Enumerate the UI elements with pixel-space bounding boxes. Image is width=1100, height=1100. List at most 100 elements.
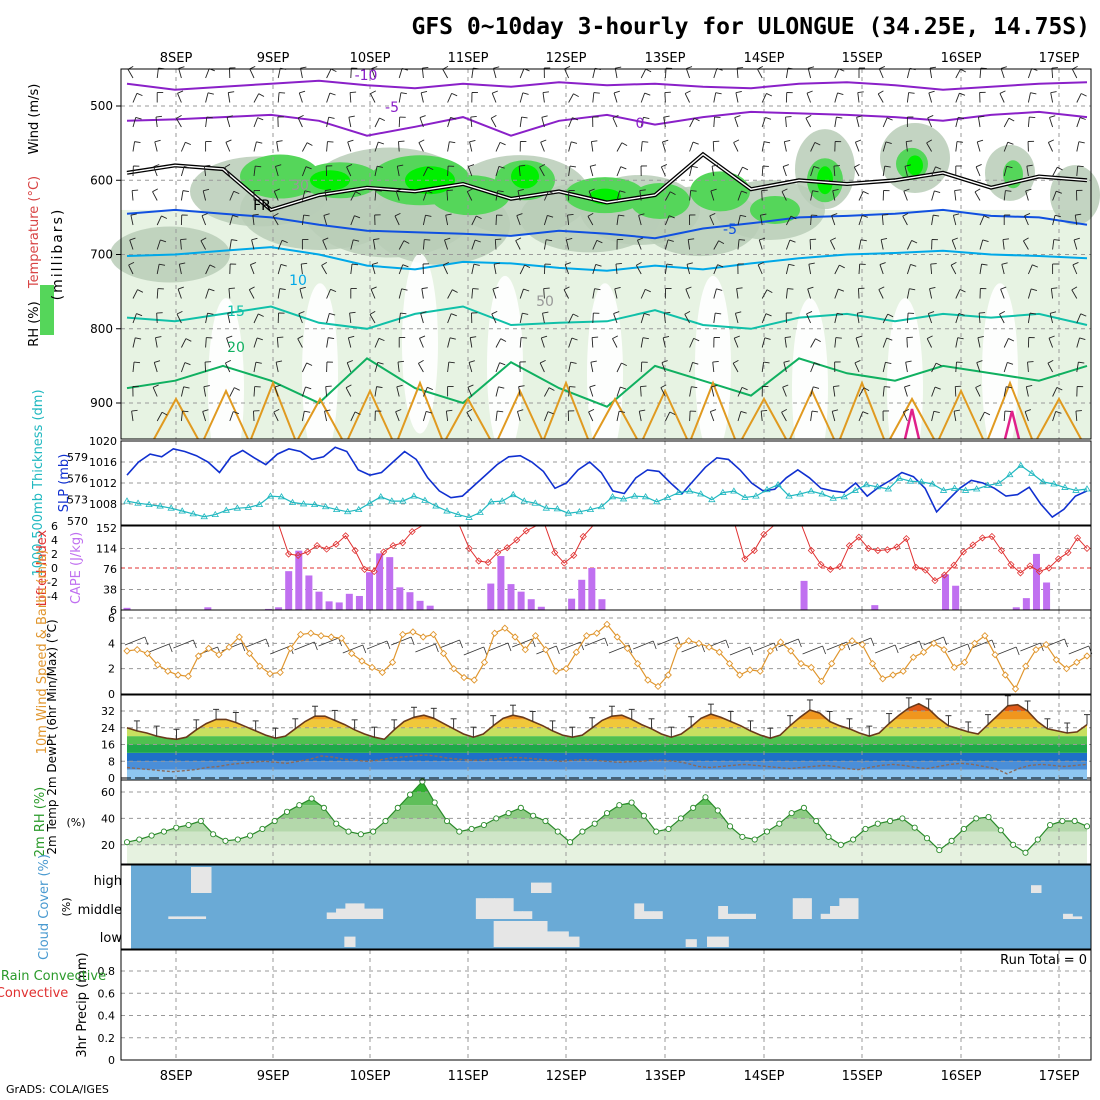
wind-barb-flag <box>766 289 773 294</box>
wind-barb-flag <box>154 139 161 143</box>
wind-barb-flag <box>570 361 577 364</box>
wind-speed-marker <box>593 629 601 637</box>
wind-barb-shaft <box>471 215 477 226</box>
wind-barb-shaft <box>950 264 957 275</box>
wind-barb-shaft <box>1027 264 1033 275</box>
wind-barb-shaft <box>855 337 860 348</box>
rh-marker <box>690 804 697 811</box>
wind-barb-shaft <box>807 288 812 299</box>
thickness-marker <box>1028 469 1036 476</box>
wind-barb-shaft <box>227 92 231 103</box>
upper-legend: RH (%) Temperature (°C) Wind (m/s) <box>27 84 42 347</box>
lifted-index-marker <box>1016 569 1025 577</box>
rh-marker <box>850 836 857 843</box>
wind-barb-shaft <box>229 387 235 397</box>
thickness-marker <box>321 503 330 510</box>
wind-barb-shaft <box>881 214 884 226</box>
surface-barb-flag <box>822 645 826 655</box>
wind-speed-marker <box>164 667 172 675</box>
warm-contour-peak <box>690 380 736 440</box>
wind-speed-marker <box>971 639 979 647</box>
wind-barb-flag <box>642 337 649 340</box>
wind-barb-flag <box>305 386 312 390</box>
wind-barb-flag <box>204 164 211 167</box>
wind-barb-flag <box>684 310 691 315</box>
rh-marker <box>887 817 894 825</box>
wind-barb-flag <box>808 66 815 69</box>
wind-barb-flag <box>884 165 891 168</box>
wind-barb-shaft <box>689 410 691 422</box>
wind-barb-flag <box>663 335 670 339</box>
wind-barb-flag <box>467 384 474 388</box>
cape-tick-label: 114 <box>96 543 117 556</box>
lifted-index-marker <box>969 541 977 549</box>
wind-barb-shaft <box>543 288 545 299</box>
wind-barb-shaft <box>905 141 908 152</box>
cape-grid <box>121 526 1091 610</box>
wind-barb-flag <box>587 212 594 217</box>
lifted-index-marker <box>294 551 302 559</box>
wind-barb-flag <box>1026 385 1033 388</box>
wind-barb-shaft <box>929 68 933 79</box>
wind-barb-shaft <box>372 239 376 250</box>
wind-barb-shaft <box>132 313 137 324</box>
contour-label: 30 <box>291 178 309 194</box>
wind-barb-shaft <box>979 264 983 275</box>
cloud-block <box>536 921 548 947</box>
wind-barb-flag <box>566 237 573 241</box>
wind-barb-flag <box>1078 141 1085 144</box>
wind-barb-flag <box>732 359 739 364</box>
cloud-block <box>1072 916 1083 919</box>
wind-speed-marker <box>531 632 540 640</box>
wind-barb-flag <box>427 166 434 171</box>
wind-barb-flag <box>542 311 549 314</box>
contour-label: 0 <box>636 116 645 132</box>
wind-speed-marker <box>828 659 836 668</box>
thickness-marker <box>1050 480 1058 487</box>
wind-barb-shaft <box>156 412 163 422</box>
wind-barb-flag <box>785 116 792 118</box>
wind-barb-flag <box>419 335 426 339</box>
wind-speed-marker <box>1073 658 1081 666</box>
wind-barb-flag <box>249 286 255 291</box>
wind-barb-flag <box>519 164 526 167</box>
wind-barb-flag <box>958 313 965 316</box>
legend-temperature: Temperature (°C) <box>27 176 42 289</box>
wind-barb-shaft <box>955 68 961 79</box>
wind-barb-flag <box>403 240 410 244</box>
surface-barb-flag <box>168 643 173 653</box>
wind-barb-flag <box>373 238 380 241</box>
wind-barb-shaft <box>447 141 450 152</box>
wind-barb-shaft <box>518 386 521 397</box>
wind-barb-shaft <box>709 411 715 422</box>
thickness-marker <box>586 505 595 513</box>
wind-barb-shaft <box>467 387 473 397</box>
surface-barb-flag <box>314 641 318 651</box>
wind-barb-flag <box>615 66 622 69</box>
wind-barb-flag <box>547 215 554 218</box>
wind-tick-label: 6 <box>108 612 115 625</box>
wind-barb-flag <box>128 261 135 266</box>
thickness-marker <box>465 513 473 520</box>
wind-barb-flag <box>349 311 356 314</box>
wind-barb-shaft <box>226 117 231 128</box>
wind-barb-shaft <box>590 362 594 373</box>
wind-barb-shaft <box>1075 410 1078 422</box>
cloud-block <box>345 903 356 919</box>
precip-grid <box>121 950 1091 1060</box>
wind-barb-shaft <box>1076 337 1080 348</box>
wind-barb-flag <box>832 409 839 412</box>
wind-barb-shaft <box>1073 239 1078 250</box>
wind-barb-flag <box>548 190 555 195</box>
wind-barb-flag <box>670 191 676 196</box>
wind-barb-flag <box>468 164 475 168</box>
wind-barb-shaft <box>1071 289 1078 299</box>
wind-barb-shaft <box>326 68 332 79</box>
wind-barb-flag <box>184 165 191 169</box>
wind-barb-flag <box>224 163 231 168</box>
wind-barb-flag <box>395 188 402 192</box>
wind-barb-shaft <box>1027 288 1032 299</box>
legend-rh-label: RH (%) <box>27 301 42 346</box>
